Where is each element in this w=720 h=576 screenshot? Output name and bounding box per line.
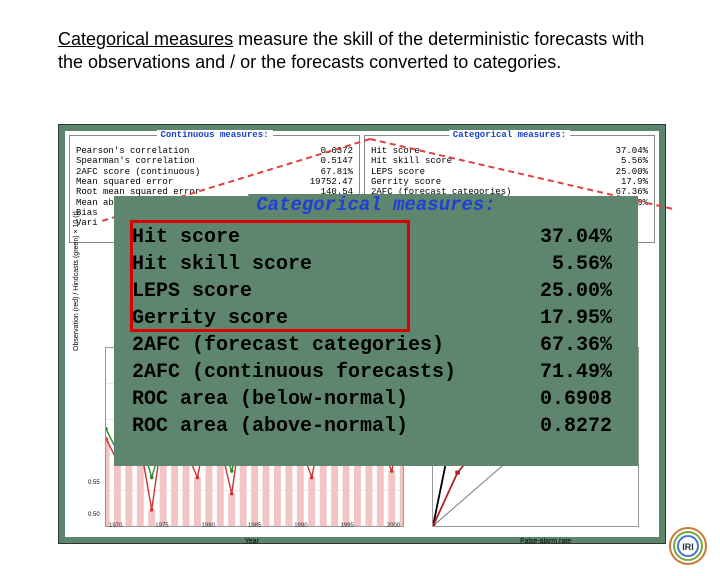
categorical-zoom-panel: Categorical measures: Hit score37.04%Hit…: [114, 196, 638, 466]
linechart-ytick: 0.50: [88, 512, 100, 518]
zoom-measure-row: Hit skill score5.56%: [132, 251, 612, 278]
iri-logo-text: IRI: [682, 542, 694, 552]
caption-underlined: Categorical measures: [58, 29, 233, 49]
zoom-title: Categorical measures:: [248, 194, 503, 216]
iri-logo: IRI: [666, 524, 710, 568]
zoom-measure-row: ROC area (above-normal)0.8272: [132, 413, 612, 440]
zoom-measure-row: ROC area (below-normal)0.6908: [132, 386, 612, 413]
roc-xlabel: False-alarm rate: [520, 538, 571, 545]
zoom-measure-row: Hit score37.04%: [132, 224, 612, 251]
zoom-measure-row: Gerrity score17.95%: [132, 305, 612, 332]
linechart-xticks: 1970197519801985199019952000: [105, 523, 404, 529]
continuous-measures-title: Continuous measures:: [156, 130, 272, 140]
linechart-ylabel: Observation (red) / Hindcasts (green) × …: [73, 211, 80, 351]
zoom-measure-row: 2AFC (forecast categories)67.36%: [132, 332, 612, 359]
categorical-measures-title: Categorical measures:: [449, 130, 570, 140]
measure-row: Hit skill score5.56%: [371, 156, 648, 166]
measure-row: Gerrity score17.9%: [371, 177, 648, 187]
linechart-ytick: 0.55: [88, 480, 100, 486]
linechart-xlabel: Year: [245, 538, 259, 545]
zoom-measure-row: 2AFC (continuous forecasts)71.49%: [132, 359, 612, 386]
caption-text: Categorical measures measure the skill o…: [58, 28, 648, 75]
zoom-measure-row: LEPS score25.00%: [132, 278, 612, 305]
measure-row: 2AFC score (continuous)67.81%: [76, 167, 353, 177]
